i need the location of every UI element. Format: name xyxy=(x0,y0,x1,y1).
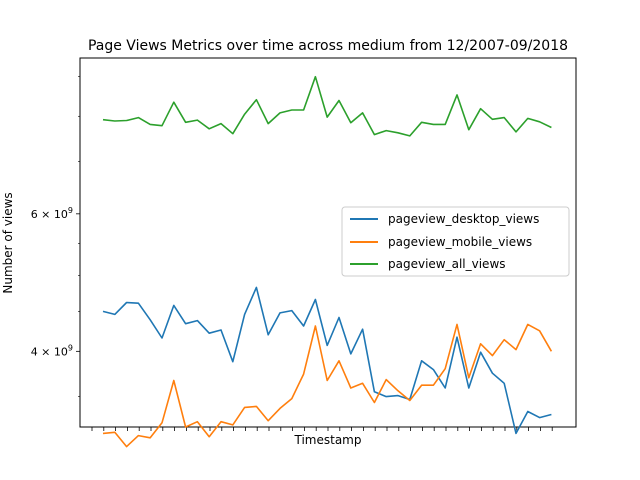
legend-label-all: pageview_all_views xyxy=(388,257,506,271)
x-axis-ticks xyxy=(91,427,553,431)
y-tick-label: 6 × 109 xyxy=(31,206,73,221)
legend-label-mobile: pageview_mobile_views xyxy=(388,235,532,249)
series-line-pageview-desktop-views xyxy=(102,286,552,435)
series-line-pageview-all-views xyxy=(102,75,552,137)
x-axis-label: Timestamp xyxy=(294,433,362,447)
legend-label-desktop: pageview_desktop_views xyxy=(388,212,539,226)
legend: pageview_desktop_views pageview_mobile_v… xyxy=(341,206,570,277)
series-line-pageview-mobile-views xyxy=(102,323,553,448)
y-axis: 4 × 109 6 × 109 xyxy=(31,76,80,397)
chart-title: Page Views Metrics over time across medi… xyxy=(88,38,568,54)
y-tick-label: 4 × 109 xyxy=(31,343,73,358)
y-axis-label: Number of views xyxy=(1,192,15,293)
series-lines xyxy=(102,75,553,448)
legend-box xyxy=(341,206,570,277)
